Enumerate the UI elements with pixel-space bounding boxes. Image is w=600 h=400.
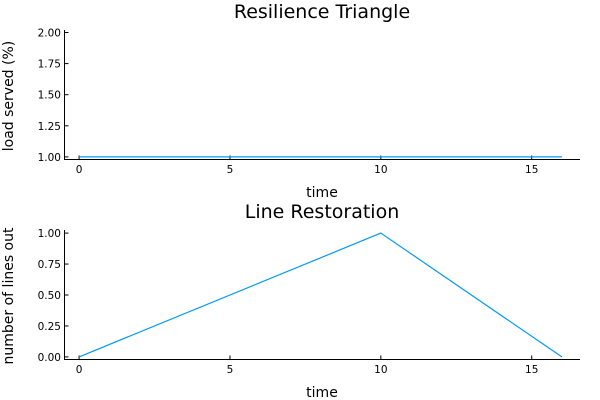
series-group [78,232,563,358]
resilience-triangle-panel: Resilience Triangle time load served (%)… [1,1,580,201]
line-restoration-panel: Line Restoration time number of lines ou… [1,201,580,400]
x-tick-label: 0 [76,164,83,176]
x-tick-label: 10 [374,164,387,176]
x-tick-label: 15 [525,364,538,376]
y-tick-label: 0.25 [38,321,61,333]
y-tick-label: 1.75 [38,59,61,71]
x-ticks: 0 5 10 15 [76,355,538,376]
y-tick-label: 1.00 [38,152,61,164]
x-ticks: 0 5 10 15 [76,155,538,176]
y-tick-label: 0.50 [38,290,61,302]
x-axis-label: time [306,385,338,400]
x-tick-label: 5 [227,164,234,176]
y-axis-label: load served (%) [1,41,17,152]
y-tick-label: 0.00 [38,352,61,364]
series-line [78,232,563,358]
x-axis-label: time [306,185,338,201]
chart-title: Line Restoration [245,201,400,223]
x-tick-label: 10 [374,364,387,376]
y-tick-label: 0.75 [38,259,61,271]
y-ticks: 1.00 1.25 1.50 1.75 2.00 [38,27,69,164]
chart-title: Resilience Triangle [234,1,410,23]
y-tick-label: 1.00 [38,228,61,240]
x-tick-label: 15 [525,164,538,176]
y-axis-label: number of lines out [1,227,17,364]
y-ticks: 0.00 0.25 0.50 0.75 1.00 [38,228,69,364]
y-tick-label: 2.00 [38,27,61,39]
x-tick-label: 0 [76,364,83,376]
x-tick-label: 5 [227,364,234,376]
y-tick-label: 1.25 [38,121,61,133]
y-tick-label: 1.50 [38,90,61,102]
